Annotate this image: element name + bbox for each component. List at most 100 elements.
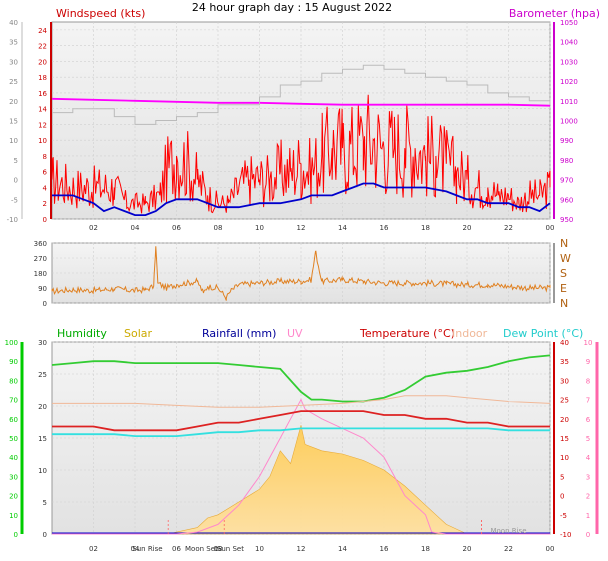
left-tick-label: 18 (38, 74, 47, 82)
right-tick-label: 40 (560, 339, 569, 347)
legend-entry: Temperature (°C) (359, 327, 455, 340)
series-gust-trend (52, 64, 551, 125)
legend-entry: Indoor (452, 327, 488, 340)
x-tick-label: 22 (504, 545, 513, 553)
left-tick-label: 8 (43, 153, 47, 161)
right-tick-label: 990 (560, 137, 573, 145)
left-tick-label: 20 (38, 58, 47, 66)
x-tick-label: 20 (463, 224, 472, 232)
x-tick-label: 02 (89, 224, 98, 232)
left-tick-label: 0 (43, 531, 47, 539)
right-tick-label: W (560, 252, 571, 265)
outer-right-tick-label: 10 (584, 339, 593, 347)
right-tick-label: 15 (560, 435, 569, 443)
outer-right-tick-label: 6 (586, 416, 591, 424)
right-tick-label: E (560, 282, 567, 295)
left-tick-label: 16 (38, 90, 47, 98)
left-tick-label: 360 (34, 240, 47, 248)
x-tick-label: 02 (89, 545, 98, 553)
right-tick-label: -5 (560, 512, 567, 520)
right-tick-label: 950 (560, 216, 573, 224)
left-tick-label: 4 (43, 184, 48, 192)
outer-left-tick-label: 80 (9, 377, 18, 385)
outer-left-tick-label: 30 (9, 473, 18, 481)
right-tick-label: S (560, 267, 567, 280)
x-tick-label: 00 (546, 545, 555, 553)
right-tick-label: 1030 (560, 58, 578, 66)
left-tick-label: 0 (43, 216, 47, 224)
outer-right-tick-label: 1 (586, 512, 590, 520)
right-tick-label: 970 (560, 177, 573, 185)
outer-right-tick-label: 8 (586, 377, 590, 385)
outer-left-tick-label: 30 (9, 58, 18, 66)
left-tick-label: 22 (38, 43, 47, 51)
outer-right-tick-label: 9 (586, 358, 590, 366)
left-tick-label: 14 (38, 106, 47, 114)
right-tick-label: 20 (560, 416, 569, 424)
x-tick-label: 08 (214, 224, 223, 232)
outer-left-tick-label: 20 (9, 98, 18, 106)
left-tick-label: 12 (38, 121, 47, 129)
right-axis-title: Barometer (hpa) (509, 7, 600, 20)
legend-entry: UV (287, 327, 303, 340)
right-tick-label: 1040 (560, 39, 578, 47)
outer-left-tick-label: 40 (9, 19, 18, 27)
x-tick-label: 12 (297, 545, 306, 553)
outer-right-tick-label: 7 (586, 397, 590, 405)
x-tick-label: 14 (338, 545, 347, 553)
legend-entry: Rainfall (mm) (202, 327, 276, 340)
series-temperature-c- (52, 410, 550, 432)
series-wind-direction (51, 246, 551, 301)
right-tick-label: 10 (560, 454, 569, 462)
right-tick-label: N (560, 297, 568, 310)
x-tick-label: 04 (131, 545, 140, 553)
left-tick-label: 6 (43, 169, 48, 177)
right-tick-label: 5 (560, 473, 564, 481)
right-tick-label: 980 (560, 157, 573, 165)
outer-right-tick-label: 2 (586, 493, 590, 501)
outer-left-tick-label: 5 (14, 157, 18, 165)
left-tick-label: 0 (43, 300, 47, 308)
right-tick-label: 1010 (560, 98, 578, 106)
x-tick-label: 18 (421, 545, 430, 553)
left-tick-label: 10 (38, 137, 47, 145)
right-tick-label: 25 (560, 397, 569, 405)
left-tick-label: 25 (38, 371, 47, 379)
series-solar (52, 425, 550, 535)
right-tick-label: 1050 (560, 19, 578, 27)
outer-right-tick-label: 3 (586, 473, 590, 481)
x-tick-label: 06 (172, 224, 181, 232)
outer-right-tick-label: 0 (586, 531, 590, 539)
left-tick-label: 90 (38, 285, 47, 293)
annotation-label: Sun Set (217, 545, 244, 553)
left-tick-label: 5 (43, 499, 47, 507)
annotation-label: Moon Set (185, 545, 218, 553)
right-tick-label: 1020 (560, 78, 578, 86)
outer-left-tick-label: 40 (9, 454, 18, 462)
page-title: 24 hour graph day : 15 August 2022 (192, 1, 392, 14)
series-humidity (51, 354, 551, 403)
legend-entry: Solar (124, 327, 153, 340)
x-tick-label: 20 (463, 545, 472, 553)
outer-left-tick-label: 10 (9, 512, 18, 520)
left-tick-label: 2 (43, 200, 47, 208)
left-tick-label: 180 (34, 270, 47, 278)
x-tick-label: 16 (380, 224, 389, 232)
outer-left-tick-label: 10 (9, 137, 18, 145)
outer-left-tick-label: 50 (9, 435, 18, 443)
outer-left-tick-label: 15 (9, 118, 18, 126)
series-uv (52, 398, 550, 535)
right-tick-label: -10 (560, 531, 571, 539)
right-tick-label: 1000 (560, 118, 578, 126)
left-tick-label: 20 (38, 403, 47, 411)
x-tick-label: 00 (546, 224, 555, 232)
left-tick-label: 270 (34, 255, 47, 263)
annotation-label: Moon Rise (490, 527, 526, 535)
right-tick-label: 0 (560, 493, 564, 501)
x-tick-label: 06 (172, 545, 181, 553)
right-tick-label: N (560, 237, 568, 250)
x-tick-label: 10 (255, 224, 264, 232)
outer-right-tick-label: 5 (586, 435, 590, 443)
outer-left-tick-label: 90 (9, 358, 18, 366)
